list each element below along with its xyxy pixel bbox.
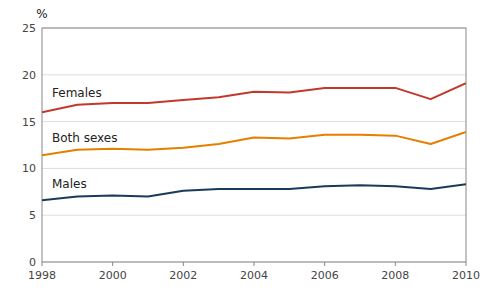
- y-tick-label: 15: [22, 116, 36, 129]
- grid-line: [42, 121, 466, 122]
- x-tick: [183, 262, 184, 266]
- x-tick-label: 2002: [169, 269, 197, 282]
- x-tick: [395, 262, 396, 266]
- y-tick-label: 5: [29, 209, 36, 222]
- x-tick: [466, 262, 467, 266]
- x-tick-label: 2008: [381, 269, 409, 282]
- x-tick-label: 2006: [311, 269, 339, 282]
- y-tick-label: 25: [22, 22, 36, 35]
- series-label: Both sexes: [52, 131, 118, 145]
- x-tick: [42, 262, 43, 266]
- grid-line: [42, 168, 466, 169]
- chart-container: 0 5 10 15 20 25 1998 2000 2002 2004 2006 2008 2010% F…: [0, 0, 482, 290]
- y-axis-label: %: [36, 7, 47, 21]
- x-tick-label: 2000: [99, 269, 127, 282]
- line-series: [42, 83, 466, 112]
- y-tick-label: 0: [29, 256, 36, 269]
- lines: [42, 83, 466, 200]
- x-tick-label: 2010: [452, 269, 480, 282]
- series-label: Males: [52, 177, 87, 191]
- x-tick: [324, 262, 325, 266]
- line-series: [42, 184, 466, 200]
- chart-svg: 0 5 10 15 20 25 1998 2000 2002 2004 2006 2008 2010% F…: [0, 0, 482, 290]
- series-label: Females: [52, 86, 102, 100]
- y-tick-label: 10: [22, 162, 36, 175]
- x-tick: [254, 262, 255, 266]
- x-tick: [112, 262, 113, 266]
- x-tick-label: 1998: [28, 269, 56, 282]
- grid-line: [42, 74, 466, 75]
- y-tick-label: 20: [22, 69, 36, 82]
- grid-line: [42, 215, 466, 216]
- x-tick-label: 2004: [240, 269, 268, 282]
- plot-frame: [42, 28, 466, 262]
